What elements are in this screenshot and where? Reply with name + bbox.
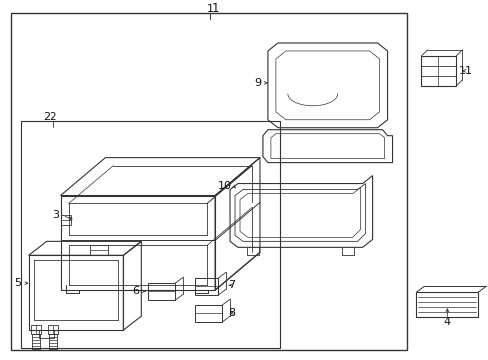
Text: 4: 4: [443, 317, 450, 327]
Bar: [20, 121, 279, 348]
Text: 1: 1: [206, 4, 213, 14]
Text: 2: 2: [49, 112, 56, 122]
Bar: [31, 325, 41, 334]
Text: 7: 7: [228, 280, 235, 290]
Text: 9: 9: [254, 78, 261, 88]
Text: 2: 2: [43, 112, 50, 122]
Text: 8: 8: [228, 308, 235, 318]
Text: 6: 6: [132, 286, 139, 296]
Text: 3: 3: [52, 211, 59, 220]
Bar: [11, 13, 407, 350]
Text: 10: 10: [218, 180, 232, 190]
Text: 1: 1: [211, 1, 219, 15]
Bar: [47, 325, 58, 334]
Text: 5: 5: [14, 278, 21, 288]
Text: 11: 11: [458, 66, 472, 76]
